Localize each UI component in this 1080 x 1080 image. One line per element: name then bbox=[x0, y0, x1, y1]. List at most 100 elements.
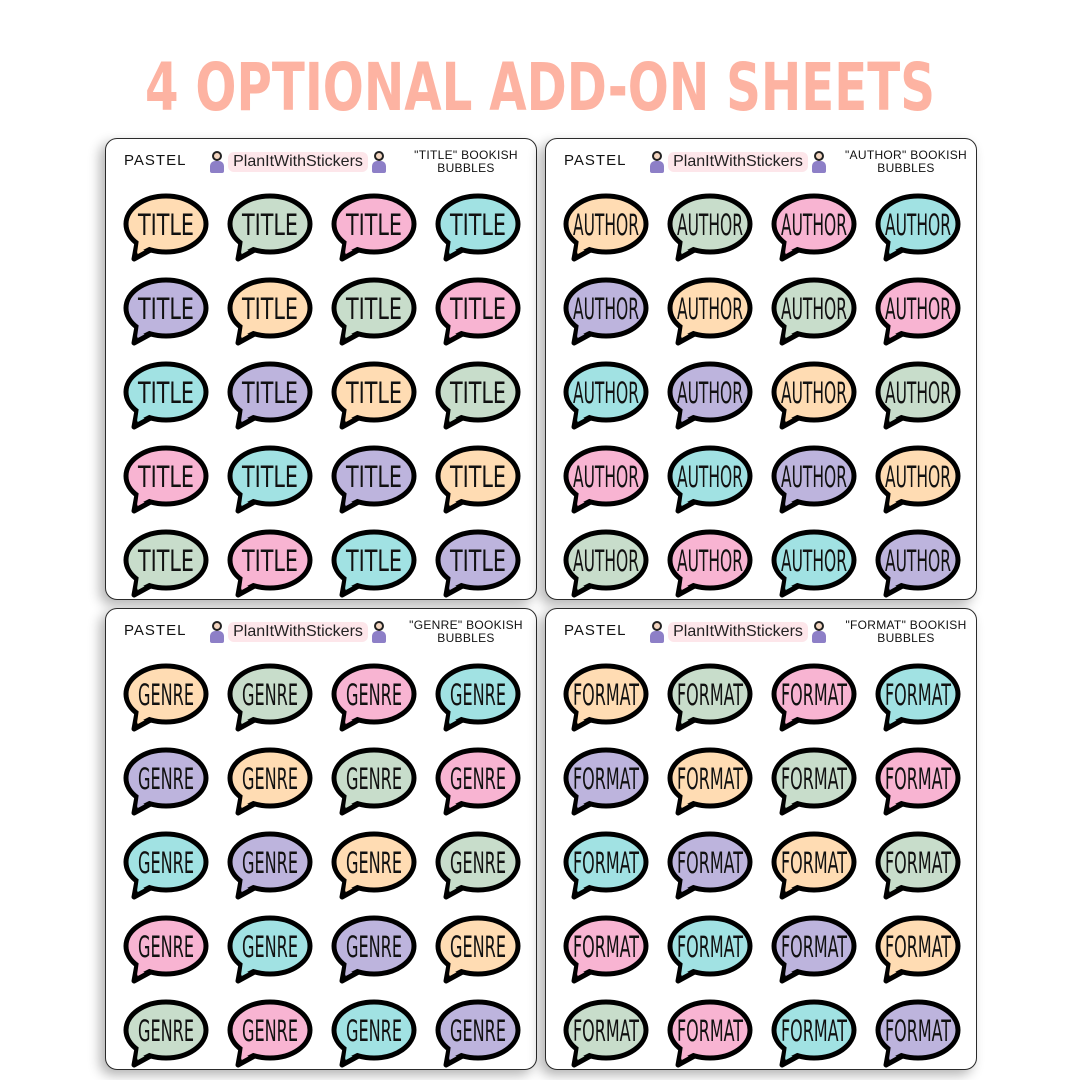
bubble-word: TITLE bbox=[449, 208, 506, 242]
speech-bubble-sticker: AUTHOR bbox=[768, 359, 860, 431]
bubble-word: FORMAT bbox=[885, 930, 951, 964]
bubble-word: GENRE bbox=[138, 678, 194, 712]
bubble-word: FORMAT bbox=[781, 930, 847, 964]
speech-bubble-sticker: GENRE bbox=[120, 661, 212, 733]
brand-logo: PlanItWithStickers bbox=[198, 619, 398, 645]
speech-bubble-sticker: GENRE bbox=[432, 829, 524, 901]
speech-bubble-icon: TITLE bbox=[123, 445, 209, 514]
speech-bubble-sticker: TITLE bbox=[120, 527, 212, 599]
speech-bubble-sticker: TITLE bbox=[224, 443, 316, 515]
speech-bubble-sticker: TITLE bbox=[224, 359, 316, 431]
speech-bubble-icon: AUTHOR bbox=[563, 529, 649, 598]
speech-bubble-icon: FORMAT bbox=[875, 663, 961, 732]
speech-bubble-sticker: FORMAT bbox=[872, 661, 964, 733]
speech-bubble-icon: AUTHOR bbox=[875, 529, 961, 598]
speech-bubble-sticker: GENRE bbox=[224, 997, 316, 1069]
bubble-word: TITLE bbox=[345, 376, 402, 410]
speech-bubble-sticker: AUTHOR bbox=[768, 275, 860, 347]
bubble-word: FORMAT bbox=[573, 762, 639, 796]
bubble-word: AUTHOR bbox=[677, 544, 743, 578]
speech-bubble-icon: FORMAT bbox=[771, 915, 857, 984]
speech-bubble-icon: GENRE bbox=[435, 915, 521, 984]
speech-bubble-sticker: FORMAT bbox=[872, 829, 964, 901]
speech-bubble-sticker: AUTHOR bbox=[768, 191, 860, 263]
speech-bubble-icon: AUTHOR bbox=[563, 445, 649, 514]
bubble-word: GENRE bbox=[242, 846, 298, 880]
speech-bubble-sticker: TITLE bbox=[224, 191, 316, 263]
bubble-word: GENRE bbox=[450, 846, 506, 880]
bubble-word: GENRE bbox=[138, 846, 194, 880]
bubble-word: TITLE bbox=[241, 376, 298, 410]
speech-bubble-icon: FORMAT bbox=[563, 915, 649, 984]
bubble-word: TITLE bbox=[241, 292, 298, 326]
speech-bubble-icon: TITLE bbox=[123, 529, 209, 598]
bubble-word: AUTHOR bbox=[885, 376, 951, 410]
bubble-word: FORMAT bbox=[885, 762, 951, 796]
speech-bubble-icon: GENRE bbox=[331, 747, 417, 816]
bubble-word: TITLE bbox=[241, 544, 298, 578]
speech-bubble-sticker: GENRE bbox=[432, 661, 524, 733]
speech-bubble-sticker: FORMAT bbox=[664, 829, 756, 901]
speech-bubble-icon: AUTHOR bbox=[667, 193, 753, 262]
speech-bubble-icon: GENRE bbox=[123, 831, 209, 900]
speech-bubble-icon: AUTHOR bbox=[771, 277, 857, 346]
speech-bubble-icon: TITLE bbox=[435, 277, 521, 346]
bubble-word: GENRE bbox=[242, 930, 298, 964]
bubble-word: AUTHOR bbox=[781, 292, 847, 326]
speech-bubble-sticker: GENRE bbox=[224, 661, 316, 733]
speech-bubble-sticker: GENRE bbox=[432, 913, 524, 985]
speech-bubble-sticker: AUTHOR bbox=[872, 443, 964, 515]
person-icon bbox=[650, 621, 665, 643]
sheet-title: "FORMAT" BOOKISH BUBBLES bbox=[842, 619, 970, 645]
speech-bubble-icon: AUTHOR bbox=[771, 445, 857, 514]
bubble-word: FORMAT bbox=[781, 846, 847, 880]
speech-bubble-icon: GENRE bbox=[435, 747, 521, 816]
speech-bubble-sticker: GENRE bbox=[224, 829, 316, 901]
bubble-word: TITLE bbox=[137, 292, 194, 326]
speech-bubble-sticker: TITLE bbox=[328, 359, 420, 431]
bubble-word: GENRE bbox=[450, 762, 506, 796]
bubble-word: AUTHOR bbox=[781, 460, 847, 494]
speech-bubble-sticker: AUTHOR bbox=[872, 275, 964, 347]
bubble-word: FORMAT bbox=[573, 846, 639, 880]
speech-bubble-icon: AUTHOR bbox=[771, 361, 857, 430]
speech-bubble-sticker: TITLE bbox=[120, 443, 212, 515]
speech-bubble-sticker: GENRE bbox=[120, 913, 212, 985]
sticker-sheet-genre: PASTEL PlanItWithStickers "GENRE" BOOKIS… bbox=[105, 608, 537, 1070]
speech-bubble-sticker: GENRE bbox=[224, 745, 316, 817]
sheet-title: "GENRE" BOOKISH BUBBLES bbox=[402, 619, 530, 645]
sheet-title: "AUTHOR" BOOKISH BUBBLES bbox=[842, 149, 970, 175]
speech-bubble-sticker: GENRE bbox=[328, 997, 420, 1069]
bubble-word: FORMAT bbox=[781, 678, 847, 712]
speech-bubble-icon: AUTHOR bbox=[771, 193, 857, 262]
bubble-word: TITLE bbox=[137, 460, 194, 494]
speech-bubble-icon: GENRE bbox=[331, 663, 417, 732]
speech-bubble-sticker: AUTHOR bbox=[872, 359, 964, 431]
speech-bubble-icon: GENRE bbox=[331, 831, 417, 900]
speech-bubble-icon: TITLE bbox=[123, 193, 209, 262]
speech-bubble-icon: GENRE bbox=[435, 663, 521, 732]
bubble-word: AUTHOR bbox=[677, 376, 743, 410]
speech-bubble-sticker: GENRE bbox=[328, 745, 420, 817]
bubble-word: GENRE bbox=[450, 1014, 506, 1048]
headline: 4 OPTIONAL ADD-ON SHEETS bbox=[145, 49, 935, 125]
brand-name: PlanItWithStickers bbox=[668, 622, 808, 642]
speech-bubble-icon: TITLE bbox=[435, 445, 521, 514]
person-icon bbox=[210, 621, 225, 643]
person-icon bbox=[811, 621, 826, 643]
speech-bubble-icon: TITLE bbox=[331, 529, 417, 598]
speech-bubble-sticker: FORMAT bbox=[768, 661, 860, 733]
speech-bubble-sticker: AUTHOR bbox=[768, 443, 860, 515]
bubble-word: AUTHOR bbox=[781, 208, 847, 242]
speech-bubble-icon: GENRE bbox=[123, 915, 209, 984]
bubble-word: GENRE bbox=[242, 762, 298, 796]
bubble-word: FORMAT bbox=[677, 930, 743, 964]
sheet-title-line: BUBBLES bbox=[877, 631, 935, 645]
speech-bubble-icon: GENRE bbox=[227, 915, 313, 984]
speech-bubble-icon: TITLE bbox=[331, 445, 417, 514]
bubble-word: TITLE bbox=[449, 376, 506, 410]
speech-bubble-sticker: AUTHOR bbox=[872, 191, 964, 263]
speech-bubble-icon: TITLE bbox=[331, 277, 417, 346]
speech-bubble-sticker: AUTHOR bbox=[872, 527, 964, 599]
person-icon bbox=[210, 151, 225, 173]
